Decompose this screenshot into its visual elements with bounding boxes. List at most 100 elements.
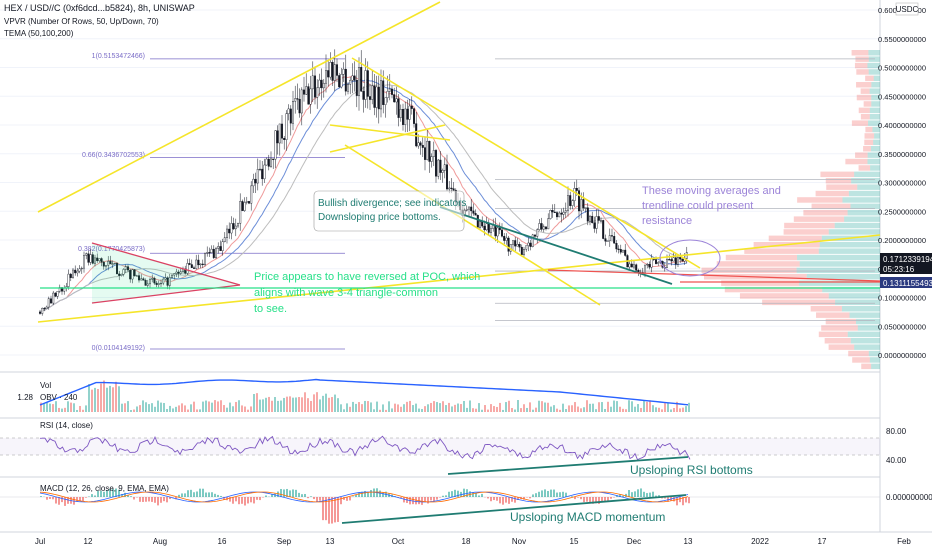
volume-profile-bar-up [870, 165, 880, 171]
macd-histogram-bar [634, 491, 636, 497]
candle-body [303, 90, 305, 94]
macd-histogram-bar [220, 496, 222, 497]
volume-profile-bar-down [702, 268, 797, 274]
volume-bar [625, 409, 627, 412]
time-tick-label: 15 [570, 537, 579, 546]
candle-body [231, 223, 233, 233]
macd-histogram-bar [193, 492, 195, 497]
candle-body [336, 65, 338, 76]
volume-bar [250, 406, 252, 412]
macd-histogram-bar [439, 497, 441, 498]
volume-bar [646, 402, 648, 412]
volume-bar [79, 406, 81, 412]
candle-body [418, 143, 420, 146]
candle-body [387, 91, 389, 98]
volume-bar [259, 400, 261, 412]
candle-body [407, 109, 409, 119]
volume-profile-bar-down [803, 210, 847, 216]
volume-bar [85, 405, 87, 412]
candle-body [591, 216, 593, 223]
volume-bar [73, 403, 75, 412]
volume-bar [316, 392, 318, 412]
volume-bar [238, 400, 240, 412]
volume-bar [667, 403, 669, 412]
macd-histogram-bar [205, 493, 207, 497]
divergence-note-box[interactable] [314, 191, 464, 231]
volume-bar [187, 410, 189, 412]
volume-bar [481, 410, 483, 412]
volume-bar [226, 408, 228, 412]
macd-histogram-bar [307, 497, 309, 498]
volume-bar [487, 410, 489, 412]
volume-bar [418, 409, 420, 412]
candle-body [514, 240, 516, 246]
macd-histogram-bar [679, 497, 681, 502]
volume-profile-bar-down [859, 108, 870, 114]
volume-bar [412, 405, 414, 412]
volume-profile-bar-down [717, 261, 800, 267]
macd-histogram-bar [556, 493, 558, 497]
price-tick-label: 0.4000000000 [878, 121, 926, 130]
candle-body [624, 250, 626, 255]
symbol-title[interactable]: HEX / USD//C (0xf6dcd...b5824), 8h, UNIS… [4, 3, 195, 13]
time-tick-label: Nov [512, 537, 526, 546]
volume-bar [652, 405, 654, 412]
macd-histogram-bar [589, 497, 591, 503]
candle-body [77, 271, 79, 273]
volume-bar [253, 394, 255, 412]
volume-profile-bar-up [844, 216, 880, 222]
volume-profile-bar-down [864, 140, 873, 146]
price-axis[interactable]: 0.60000000000.55000000000.50000000000.45… [878, 6, 926, 360]
macd-histogram-bar [214, 494, 216, 497]
candle-body [497, 228, 499, 236]
macd-histogram-bar [280, 489, 282, 497]
volume-profile-bar-up [851, 178, 880, 184]
candle-body [301, 90, 303, 113]
candle-body [330, 62, 332, 77]
candle-body [48, 299, 50, 307]
obv-title: OBV · 240 [40, 393, 78, 402]
candle-body [235, 226, 237, 229]
volume-bar [529, 402, 531, 412]
volume-bar [514, 410, 516, 412]
volume-bar [583, 407, 585, 412]
candle-body [589, 216, 591, 221]
volume-bar [589, 404, 591, 412]
candle-body [310, 89, 312, 104]
macd-histogram-bar [61, 497, 63, 502]
macd-histogram-bar [535, 493, 537, 497]
macd-histogram-bar [529, 497, 531, 498]
macd-histogram-bar [151, 497, 153, 502]
volume-bar [43, 403, 45, 412]
candle-body [633, 265, 635, 267]
volume-bar [451, 406, 453, 412]
candle-body [374, 86, 376, 108]
volume-bar [649, 400, 651, 412]
volume-bar [598, 402, 600, 412]
macd-histogram-bar [181, 493, 183, 497]
vpvr-legend[interactable]: VPVR (Number Of Rows, 50, Up/Down, 70) [4, 17, 159, 26]
macd-histogram-bar [538, 492, 540, 497]
volume-bar [616, 401, 618, 412]
volume-bar [142, 400, 144, 412]
candle-body [220, 246, 222, 250]
volume-profile-bar-up [874, 76, 880, 82]
volume-profile-bar-up [858, 325, 880, 331]
volume-bar [544, 403, 546, 412]
volume-profile-bar-down [861, 114, 870, 120]
volume-profile-bar-up [873, 140, 880, 146]
candle-body [576, 188, 578, 190]
candle-body [277, 131, 279, 143]
candle-body [506, 238, 508, 241]
volume-bar [100, 384, 102, 412]
candle-body [415, 124, 417, 146]
volume-bar [433, 401, 435, 412]
macd-histogram-bar [508, 497, 510, 504]
volume-profile-bar-up [871, 101, 880, 107]
volume-bar [256, 393, 258, 412]
volume-pane [40, 380, 690, 413]
currency-label: USDC [896, 5, 919, 14]
tema-legend[interactable]: TEMA (50,100,200) [4, 29, 73, 38]
